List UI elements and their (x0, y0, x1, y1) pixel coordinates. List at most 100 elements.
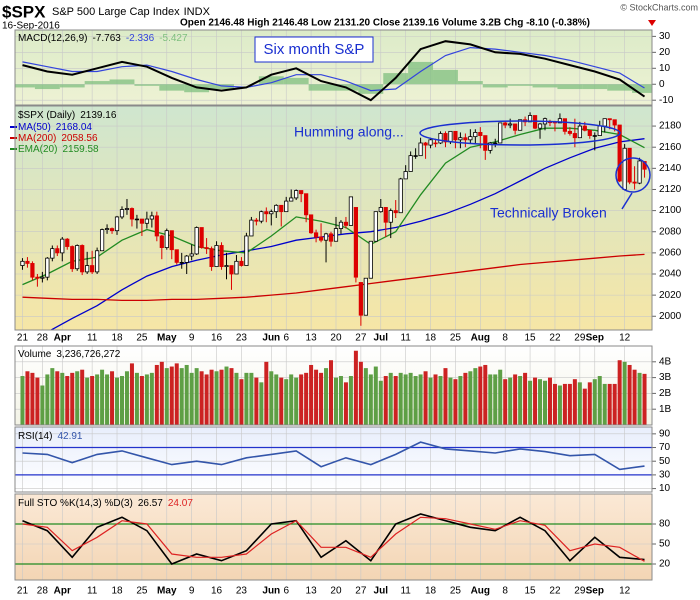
highlight-circle (615, 157, 651, 193)
volume-bar (637, 372, 642, 425)
volume-bar (244, 372, 249, 425)
volume-bar (428, 377, 433, 425)
volume-bar (30, 372, 35, 425)
volume-bar (119, 376, 124, 425)
x-tick-label: 8 (502, 586, 508, 597)
volume-bar (413, 376, 418, 425)
volume-bar (35, 377, 40, 425)
volume-bar (139, 376, 144, 425)
macd-histogram-bar (15, 84, 35, 88)
panel-plot (15, 346, 652, 425)
candle-body (478, 132, 483, 136)
candle-body (577, 125, 582, 139)
x-tick-label: 28 (37, 333, 49, 344)
title-box (254, 36, 374, 63)
x-tick-label: 12 (619, 586, 631, 597)
candle-body (353, 207, 358, 278)
macd-histogram-bar (258, 76, 284, 85)
candle-body (264, 211, 269, 215)
candle-body (70, 246, 75, 270)
volume-bar (547, 377, 552, 425)
x-tick-label: 15 (525, 586, 537, 597)
candle-body (622, 147, 627, 190)
volume-bar (493, 374, 498, 425)
volume-bar (249, 372, 254, 425)
volume-bar (269, 371, 274, 425)
volume-bar (617, 360, 622, 425)
volume-bar (309, 364, 314, 425)
volume-bar (324, 368, 329, 425)
legend-text: 2058.56 (61, 133, 98, 144)
x-tick-label: 25 (450, 333, 462, 344)
volume-bar (229, 368, 234, 425)
macd-histogram-bar (482, 84, 508, 88)
volume-bar (199, 371, 204, 425)
candle-body (383, 207, 388, 223)
panel-plot (15, 30, 652, 105)
candle-body (468, 136, 473, 141)
candle-body (513, 123, 518, 131)
legend-text: Volume (18, 349, 52, 360)
candle-body (20, 260, 25, 266)
candle-body (124, 208, 130, 210)
candle-body (159, 235, 164, 248)
candle-body (313, 232, 319, 238)
x-tick-label: 9 (189, 333, 195, 344)
y-tick-label: 70 (659, 442, 671, 453)
y-tick-label: 2140 (659, 163, 682, 174)
volume-bar (423, 371, 428, 425)
volume-bar (259, 382, 264, 425)
x-tick-label: 6 (283, 586, 289, 597)
volume-bar (552, 383, 557, 425)
macd-histogram-bar (134, 84, 160, 86)
candle-body (279, 204, 284, 213)
volume-bar (289, 374, 294, 425)
candle-body (129, 208, 135, 220)
volume-bar (174, 363, 179, 425)
volume-bar (373, 366, 378, 425)
panel-frame (14, 426, 653, 493)
x-tick-label: Aug (471, 586, 490, 597)
candle-body (164, 230, 169, 248)
volume-bar (90, 376, 95, 425)
candle-body (537, 123, 543, 129)
candle-body (617, 124, 622, 182)
x-tick-label: 23 (236, 586, 248, 597)
panel-frame (14, 345, 653, 426)
candle-body (184, 255, 189, 263)
candle-body (274, 204, 279, 213)
x-tick-label: 9 (189, 586, 195, 597)
legend-entry: MA(200) 2058.56 (18, 133, 98, 144)
candle-body (114, 216, 120, 232)
legend-text: 26.57 (138, 498, 163, 509)
candle-body (318, 236, 324, 241)
volume-bar (358, 361, 363, 425)
volume-bar (184, 364, 189, 425)
x-tick-label: 23 (236, 333, 248, 344)
candle-body (109, 228, 115, 232)
candle-body (488, 142, 493, 151)
candle-body (443, 133, 448, 143)
candle-body (154, 215, 159, 237)
macd-line (22, 46, 645, 92)
volume-bar (438, 376, 443, 425)
candle-body (289, 197, 294, 202)
volume-bar (149, 372, 154, 425)
legend-text: 3,236,726,272 (56, 349, 120, 360)
volume-bar (378, 380, 383, 425)
volume-bar (403, 374, 408, 425)
candle-body (557, 118, 563, 124)
x-tick-label: May (157, 333, 177, 344)
volume-bar (508, 377, 513, 425)
volume-bar (503, 379, 508, 425)
volume-bar (577, 382, 582, 425)
candle-body (448, 130, 453, 143)
x-tick-label: Apr (54, 333, 71, 344)
volume-bar (70, 372, 75, 425)
volume-bar (304, 372, 309, 425)
candle-body (423, 142, 428, 146)
volume-bar (602, 383, 607, 425)
candle-body (119, 209, 125, 218)
candle-body (90, 265, 95, 273)
